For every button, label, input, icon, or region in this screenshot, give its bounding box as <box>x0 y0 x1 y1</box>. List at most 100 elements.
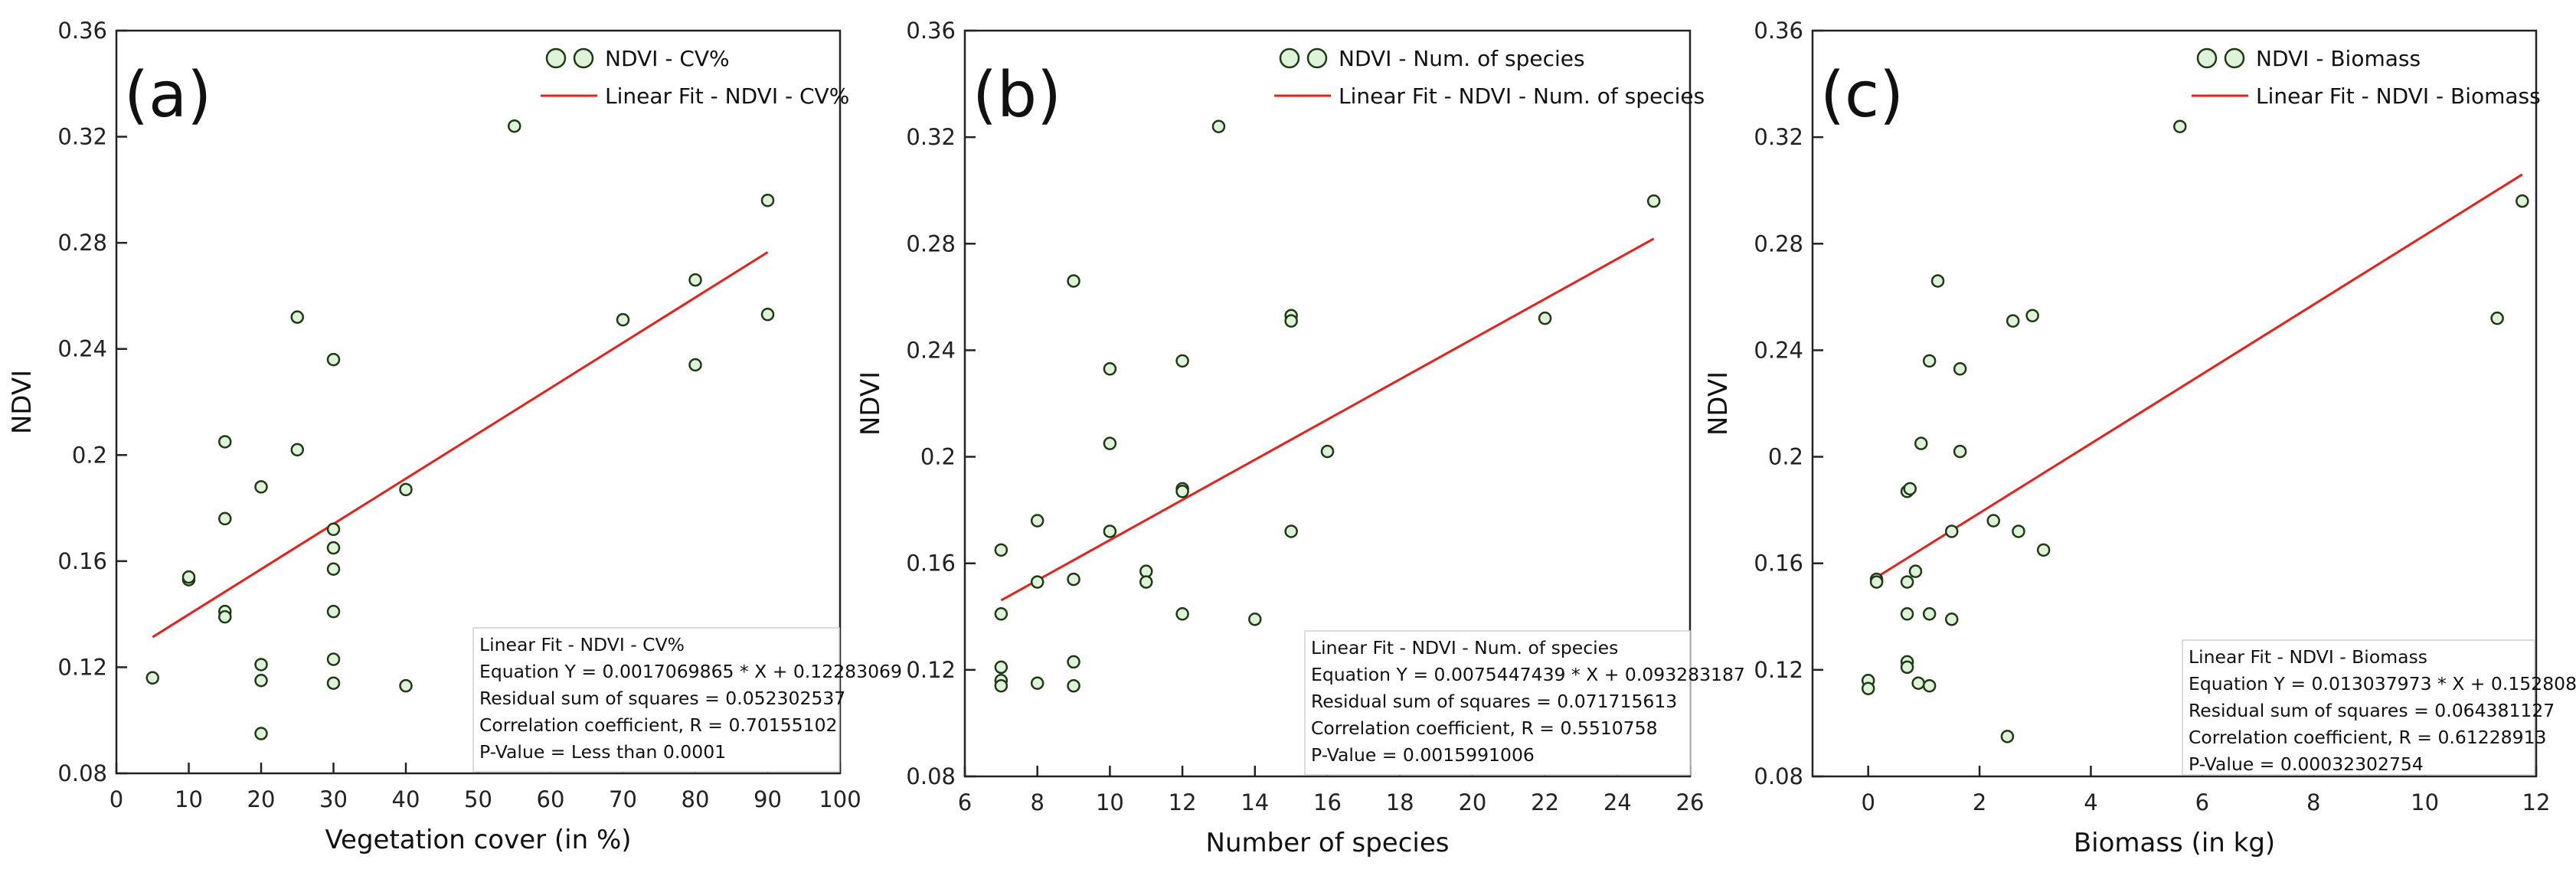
legend-fit-label: Linear Fit - NDVI - Biomass <box>2256 83 2541 109</box>
data-point <box>1248 613 1262 626</box>
legend-fit-label: Linear Fit - NDVI - CV% <box>605 83 849 109</box>
data-point <box>1067 274 1080 288</box>
stats-box-border <box>2182 639 2535 776</box>
x-tick-label: 10 <box>175 786 203 812</box>
data-point <box>2036 543 2051 557</box>
data-point <box>218 609 232 624</box>
x-tick-label: 80 <box>682 786 710 812</box>
stats-line: Linear Fit - NDVI - Biomass <box>2189 646 2427 668</box>
data-point <box>688 358 702 372</box>
x-tick-label: 20 <box>247 786 276 812</box>
stats-line: Residual sum of squares = 0.052302537 <box>479 688 845 709</box>
x-tick-label: 12 <box>2522 789 2551 815</box>
data-point <box>399 678 413 693</box>
data-point <box>1944 613 1959 626</box>
data-point <box>1284 314 1298 328</box>
data-point <box>508 119 521 133</box>
stats-line: Equation Y = 0.0017069865 * X + 0.122830… <box>479 661 902 682</box>
legend-fit-label: Linear Fit - NDVI - Num. of species <box>1339 83 1705 109</box>
legend-scatter-label: NDVI - CV% <box>605 46 730 71</box>
x-tick-label: 12 <box>1169 789 1197 815</box>
x-tick-label: 40 <box>392 786 420 812</box>
data-point <box>326 652 341 666</box>
data-point <box>326 676 341 690</box>
y-tick-label: 0.2 <box>72 442 107 468</box>
data-point <box>1030 575 1044 589</box>
x-tick-label: 18 <box>1386 789 1414 815</box>
x-tick-label: 6 <box>2195 789 2209 815</box>
y-tick-label: 0.28 <box>906 230 956 257</box>
y-tick-label: 0.36 <box>906 18 956 44</box>
stats-line: Residual sum of squares = 0.064381127 <box>2189 700 2555 721</box>
x-tick-label: 100 <box>819 786 861 812</box>
y-tick-label: 0.28 <box>1754 230 1803 257</box>
data-point <box>1953 362 1967 376</box>
legend-marker <box>2224 47 2245 69</box>
data-point <box>1908 564 1923 578</box>
y-tick-label: 0.24 <box>57 336 107 362</box>
data-point <box>2025 309 2039 322</box>
stats-box-border <box>1304 630 1691 776</box>
y-tick-label: 0.12 <box>906 657 956 683</box>
y-axis-title: NDVI <box>1703 371 1734 436</box>
legend-scatter-label: NDVI - Num. of species <box>1339 46 1585 71</box>
data-point <box>326 541 341 555</box>
data-point <box>1986 514 2000 528</box>
data-point <box>326 604 341 619</box>
stats-line: Equation Y = 0.013037973 * X + 0.1528086… <box>2189 673 2576 694</box>
x-tick-label: 0 <box>110 786 123 812</box>
stats-line: Correlation coefficient, R = 0.70155102 <box>479 714 837 736</box>
legend-marker <box>545 47 567 69</box>
data-point <box>994 660 1008 675</box>
y-tick-label: 0.2 <box>920 444 956 470</box>
x-tick-label: 26 <box>1676 789 1705 815</box>
data-point <box>1067 678 1080 693</box>
y-tick-label: 0.16 <box>57 548 107 574</box>
data-point <box>1175 354 1189 368</box>
y-tick-label: 0.08 <box>1754 763 1803 789</box>
chart-panel-1: 0.08 0.12 0.16 0.2 0.24 0.28 0.32 0.36 0 10 20 30 40… <box>7 18 902 855</box>
data-point <box>1320 444 1335 459</box>
data-point <box>290 310 304 324</box>
data-point <box>994 678 1008 693</box>
y-tick-label: 0.36 <box>1754 18 1803 44</box>
y-axis-title: NDVI <box>855 371 886 436</box>
data-point <box>326 562 341 576</box>
data-point <box>1953 444 1967 459</box>
data-point <box>254 727 268 740</box>
data-point <box>1900 575 1914 589</box>
x-tick-label: 8 <box>2306 789 2320 815</box>
x-axis-title: Biomass (in kg) <box>2074 828 2275 858</box>
data-point <box>254 674 268 688</box>
data-point <box>254 658 268 672</box>
data-point <box>1103 436 1117 450</box>
data-point <box>1646 194 1661 208</box>
x-tick-label: 8 <box>1030 789 1044 815</box>
data-point <box>760 307 775 322</box>
y-tick-label: 0.12 <box>1754 657 1803 683</box>
y-tick-label: 0.12 <box>57 654 107 680</box>
legend-marker <box>573 47 594 69</box>
data-point <box>1911 676 1925 690</box>
fit-line <box>1000 237 1655 602</box>
stats-line: Linear Fit - NDVI - CV% <box>479 634 685 655</box>
legend-marker <box>1306 47 1328 69</box>
data-point <box>1103 362 1117 376</box>
stats-box: Linear Fit - NDVI - CV% Equation Y = 0.00… <box>472 627 902 773</box>
data-point <box>1900 607 1914 621</box>
data-point <box>1103 524 1117 538</box>
plot-frame <box>1811 29 2538 778</box>
data-point <box>399 482 413 497</box>
y-tick-label: 0.24 <box>906 337 956 363</box>
x-tick-label: 70 <box>609 786 637 812</box>
y-tick-label: 0.08 <box>906 763 956 789</box>
x-tick-label: 6 <box>958 789 972 815</box>
stats-line: Linear Fit - NDVI - Num. of species <box>1311 637 1618 658</box>
x-tick-label: 0 <box>1861 789 1875 815</box>
data-point <box>1538 311 1552 325</box>
data-point <box>616 312 630 327</box>
stats-line: P-Value = Less than 0.0001 <box>479 741 726 763</box>
data-point <box>1067 572 1080 587</box>
x-tick-label: 60 <box>537 786 565 812</box>
